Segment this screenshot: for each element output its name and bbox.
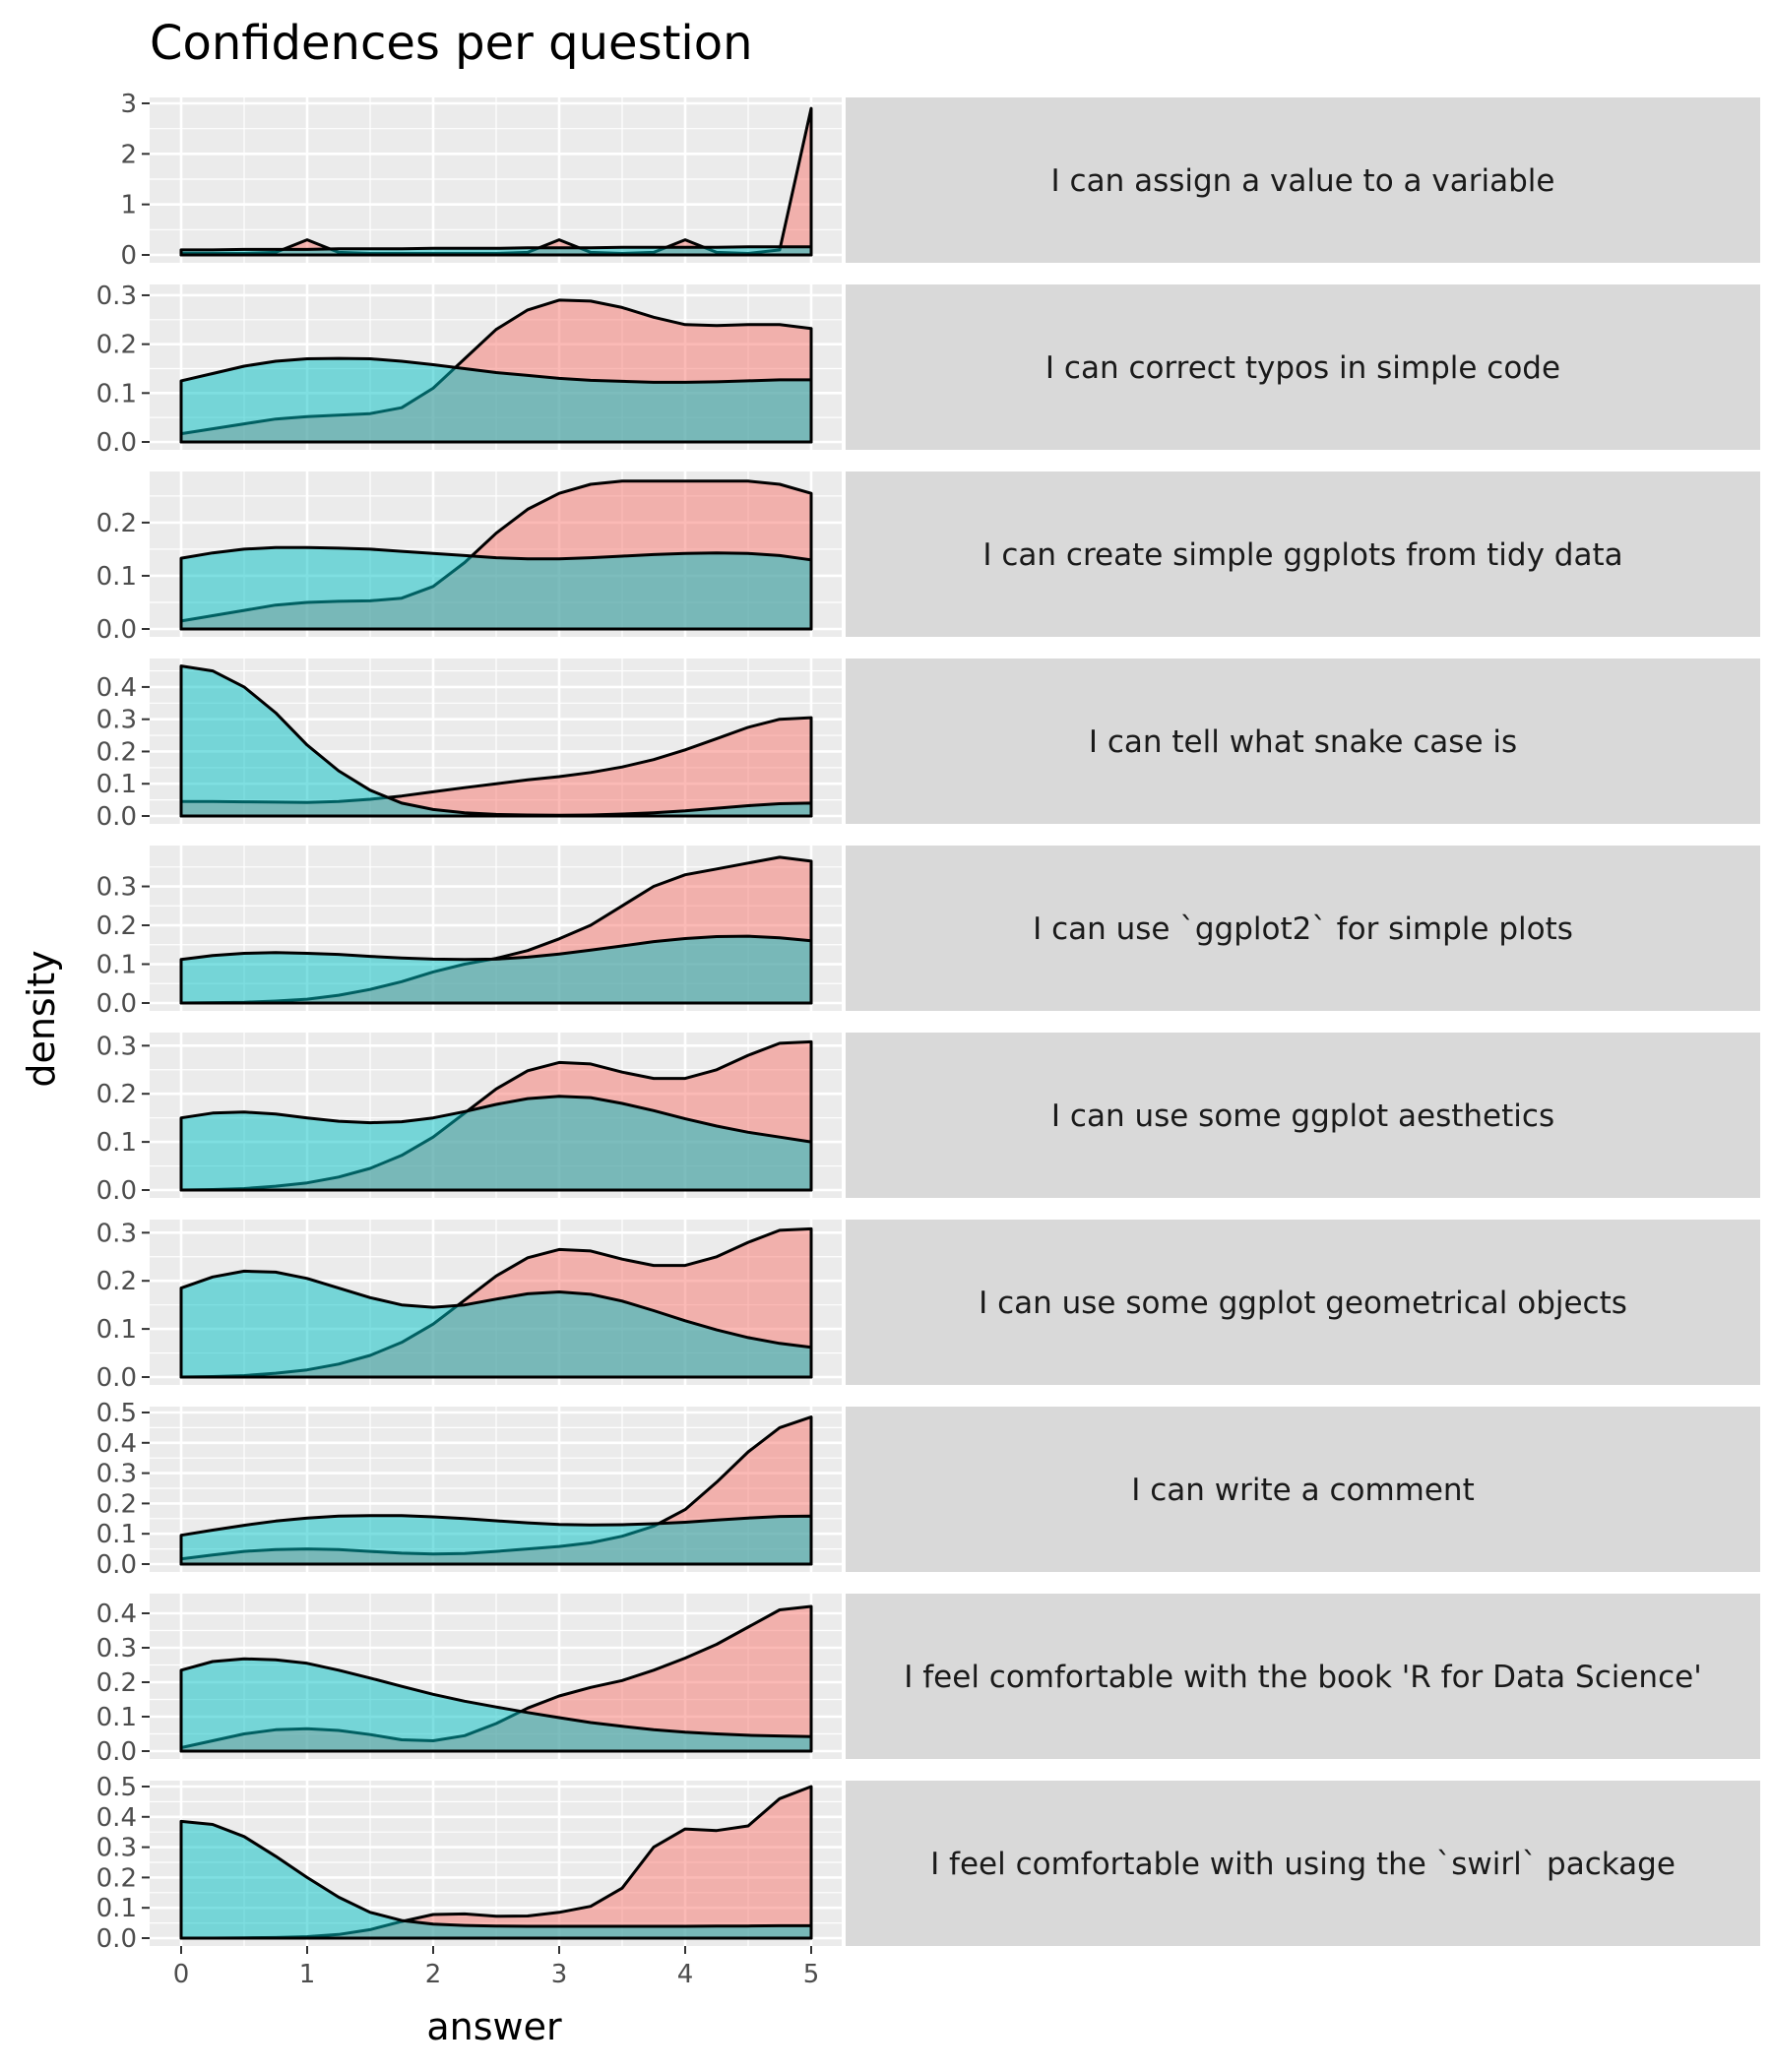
density-area-teal bbox=[179, 934, 813, 1005]
y-tick-label: 0.1 bbox=[96, 1520, 137, 1549]
facet-panel-1: 0 1 2 3 I can assign a value to a variable bbox=[120, 90, 1760, 271]
density-area-teal bbox=[179, 1269, 813, 1379]
y-tick-label: 0.2 bbox=[96, 1080, 137, 1109]
density-area-teal bbox=[179, 1514, 813, 1566]
y-tick-label: 0.0 bbox=[96, 615, 137, 645]
y-tick-label: 0.2 bbox=[96, 509, 137, 538]
y-tick-label: 0.4 bbox=[96, 1803, 137, 1833]
y-tick-label: 0.3 bbox=[96, 1634, 137, 1664]
x-axis: 0 1 2 3 4 5 bbox=[173, 1946, 820, 1989]
facet-strip bbox=[846, 471, 1760, 637]
y-tick-label: 0.4 bbox=[96, 1600, 137, 1629]
y-tick-label: 0.3 bbox=[96, 1219, 137, 1248]
y-tick-label: 0.0 bbox=[96, 1363, 137, 1393]
y-tick-label: 0.1 bbox=[96, 770, 137, 799]
y-tick-label: 0.4 bbox=[96, 673, 137, 703]
facet-strip bbox=[846, 659, 1760, 824]
y-tick-label: 0.1 bbox=[96, 562, 137, 592]
y-tick-label: 0.0 bbox=[96, 1924, 137, 1954]
y-tick-label: 2 bbox=[120, 140, 137, 169]
facet-strip-label: I feel comfortable with using the `swirl… bbox=[930, 1847, 1676, 1882]
facet-panel-8: 0.00.10.20.30.40.5 I can write a comment bbox=[96, 1399, 1760, 1580]
facet-strip bbox=[846, 1594, 1760, 1759]
facet-strip bbox=[846, 1033, 1760, 1198]
density-area-teal bbox=[179, 1095, 813, 1192]
facet-panel-5: 0.0 0.1 0.2 0.3 I can use `ggplot2` for simp… bbox=[96, 846, 1760, 1019]
y-tick-label: 0.3 bbox=[96, 1460, 137, 1489]
facet-strip bbox=[846, 1407, 1760, 1572]
facet-strip bbox=[846, 1781, 1760, 1946]
y-tick-label: 0 bbox=[120, 241, 137, 271]
facet-strip-label: I can tell what snake case is bbox=[1089, 724, 1517, 760]
facet-strip-label: I can write a comment bbox=[1131, 1473, 1474, 1508]
y-tick-label: 0.2 bbox=[96, 1863, 137, 1893]
x-tick-label: 1 bbox=[299, 1960, 316, 1989]
density-area-teal bbox=[179, 664, 813, 818]
y-tick-label: 0.2 bbox=[96, 911, 137, 941]
y-tick-label: 0.0 bbox=[96, 428, 137, 458]
y-tick-label: 0.3 bbox=[96, 1032, 137, 1061]
y-tick-label: 0.2 bbox=[96, 1489, 137, 1519]
y-axis-title: density bbox=[20, 950, 63, 1087]
y-tick-label: 0.1 bbox=[96, 1703, 137, 1732]
facet-strip-label: I can create simple ggplots from tidy da… bbox=[982, 537, 1622, 573]
density-area-teal bbox=[179, 356, 813, 444]
y-tick-label: 0.0 bbox=[96, 802, 137, 832]
facet-strip bbox=[846, 1220, 1760, 1385]
facet-panel-3: 0.0 0.1 0.2 I can create simple ggplots fro… bbox=[96, 471, 1760, 645]
facet-panel-4: 0.0 0.1 0.20.3 0.4 I can tell what snake cas… bbox=[96, 659, 1760, 832]
facet-strip-label: I can use `ggplot2` for simple plots bbox=[1033, 911, 1573, 947]
facet-panel-7: 0.0 0.1 0.2 0.3 I can use some ggplot geomet… bbox=[96, 1219, 1760, 1393]
facet-strip bbox=[846, 846, 1760, 1011]
x-tick-label: 5 bbox=[803, 1960, 820, 1989]
density-area-teal bbox=[179, 1819, 813, 1940]
y-tick-label: 0.0 bbox=[96, 989, 137, 1019]
facet-panel-10: 0.00.10.20.30.40.5 I feel comfortable wit… bbox=[96, 1773, 1760, 1954]
y-tick-label: 0.0 bbox=[96, 1176, 137, 1206]
facet-strip-label: I can assign a value to a variable bbox=[1051, 163, 1555, 199]
y-tick-label: 0.3 bbox=[96, 706, 137, 735]
x-tick-label: 3 bbox=[551, 1960, 568, 1989]
facet-panel-9: 0.0 0.1 0.2 0.3 0.4 I feel comfortable with t… bbox=[96, 1594, 1760, 1767]
facet-strip bbox=[846, 284, 1760, 450]
y-tick-label: 1 bbox=[120, 191, 137, 220]
y-tick-label: 0.2 bbox=[96, 737, 137, 767]
x-tick-label: 0 bbox=[173, 1960, 190, 1989]
y-tick-label: 3 bbox=[120, 90, 137, 119]
facet-strip bbox=[846, 97, 1760, 263]
facet-strip-label: I can correct typos in simple code bbox=[1045, 350, 1560, 386]
facet-panel-6: 0.0 0.1 0.2 0.3 I can use some ggplot aesthe… bbox=[96, 1032, 1760, 1206]
facet-strip-label: I can use some ggplot geometrical object… bbox=[979, 1286, 1627, 1321]
density-area-teal bbox=[179, 1657, 813, 1753]
facet-panel-2: 0.0 0.1 0.2 0.3 I can correct typos in simpl… bbox=[96, 282, 1760, 458]
density-area-teal bbox=[179, 245, 813, 257]
facet-strip-label: I feel comfortable with the book 'R for … bbox=[904, 1660, 1701, 1695]
y-tick-label: 0.2 bbox=[96, 331, 137, 360]
y-tick-label: 0.1 bbox=[96, 1128, 137, 1158]
y-tick-label: 0.5 bbox=[96, 1773, 137, 1802]
y-tick-label: 0.1 bbox=[96, 1894, 137, 1923]
y-tick-label: 0.1 bbox=[96, 951, 137, 980]
y-tick-label: 0.2 bbox=[96, 1267, 137, 1296]
y-tick-label: 0.4 bbox=[96, 1429, 137, 1459]
y-tick-label: 0.0 bbox=[96, 1550, 137, 1580]
y-tick-label: 0.1 bbox=[96, 1315, 137, 1345]
x-tick-label: 4 bbox=[677, 1960, 694, 1989]
y-tick-label: 0.0 bbox=[96, 1737, 137, 1767]
x-tick-label: 2 bbox=[425, 1960, 442, 1989]
y-tick-label: 0.3 bbox=[96, 282, 137, 311]
y-tick-label: 0.3 bbox=[96, 1834, 137, 1863]
y-tick-label: 0.1 bbox=[96, 379, 137, 408]
chart-title: Confidences per question bbox=[150, 16, 753, 71]
y-tick-label: 0.2 bbox=[96, 1668, 137, 1698]
density-area-teal bbox=[179, 545, 813, 631]
y-tick-label: 0.5 bbox=[96, 1399, 137, 1428]
x-axis-title: answer bbox=[426, 2005, 562, 2048]
facet-panels: 0 1 2 3 I can assign a value to a variable 0.… bbox=[96, 90, 1760, 1954]
facet-strip-label: I can use some ggplot aesthetics bbox=[1051, 1099, 1554, 1134]
y-tick-label: 0.3 bbox=[96, 873, 137, 903]
